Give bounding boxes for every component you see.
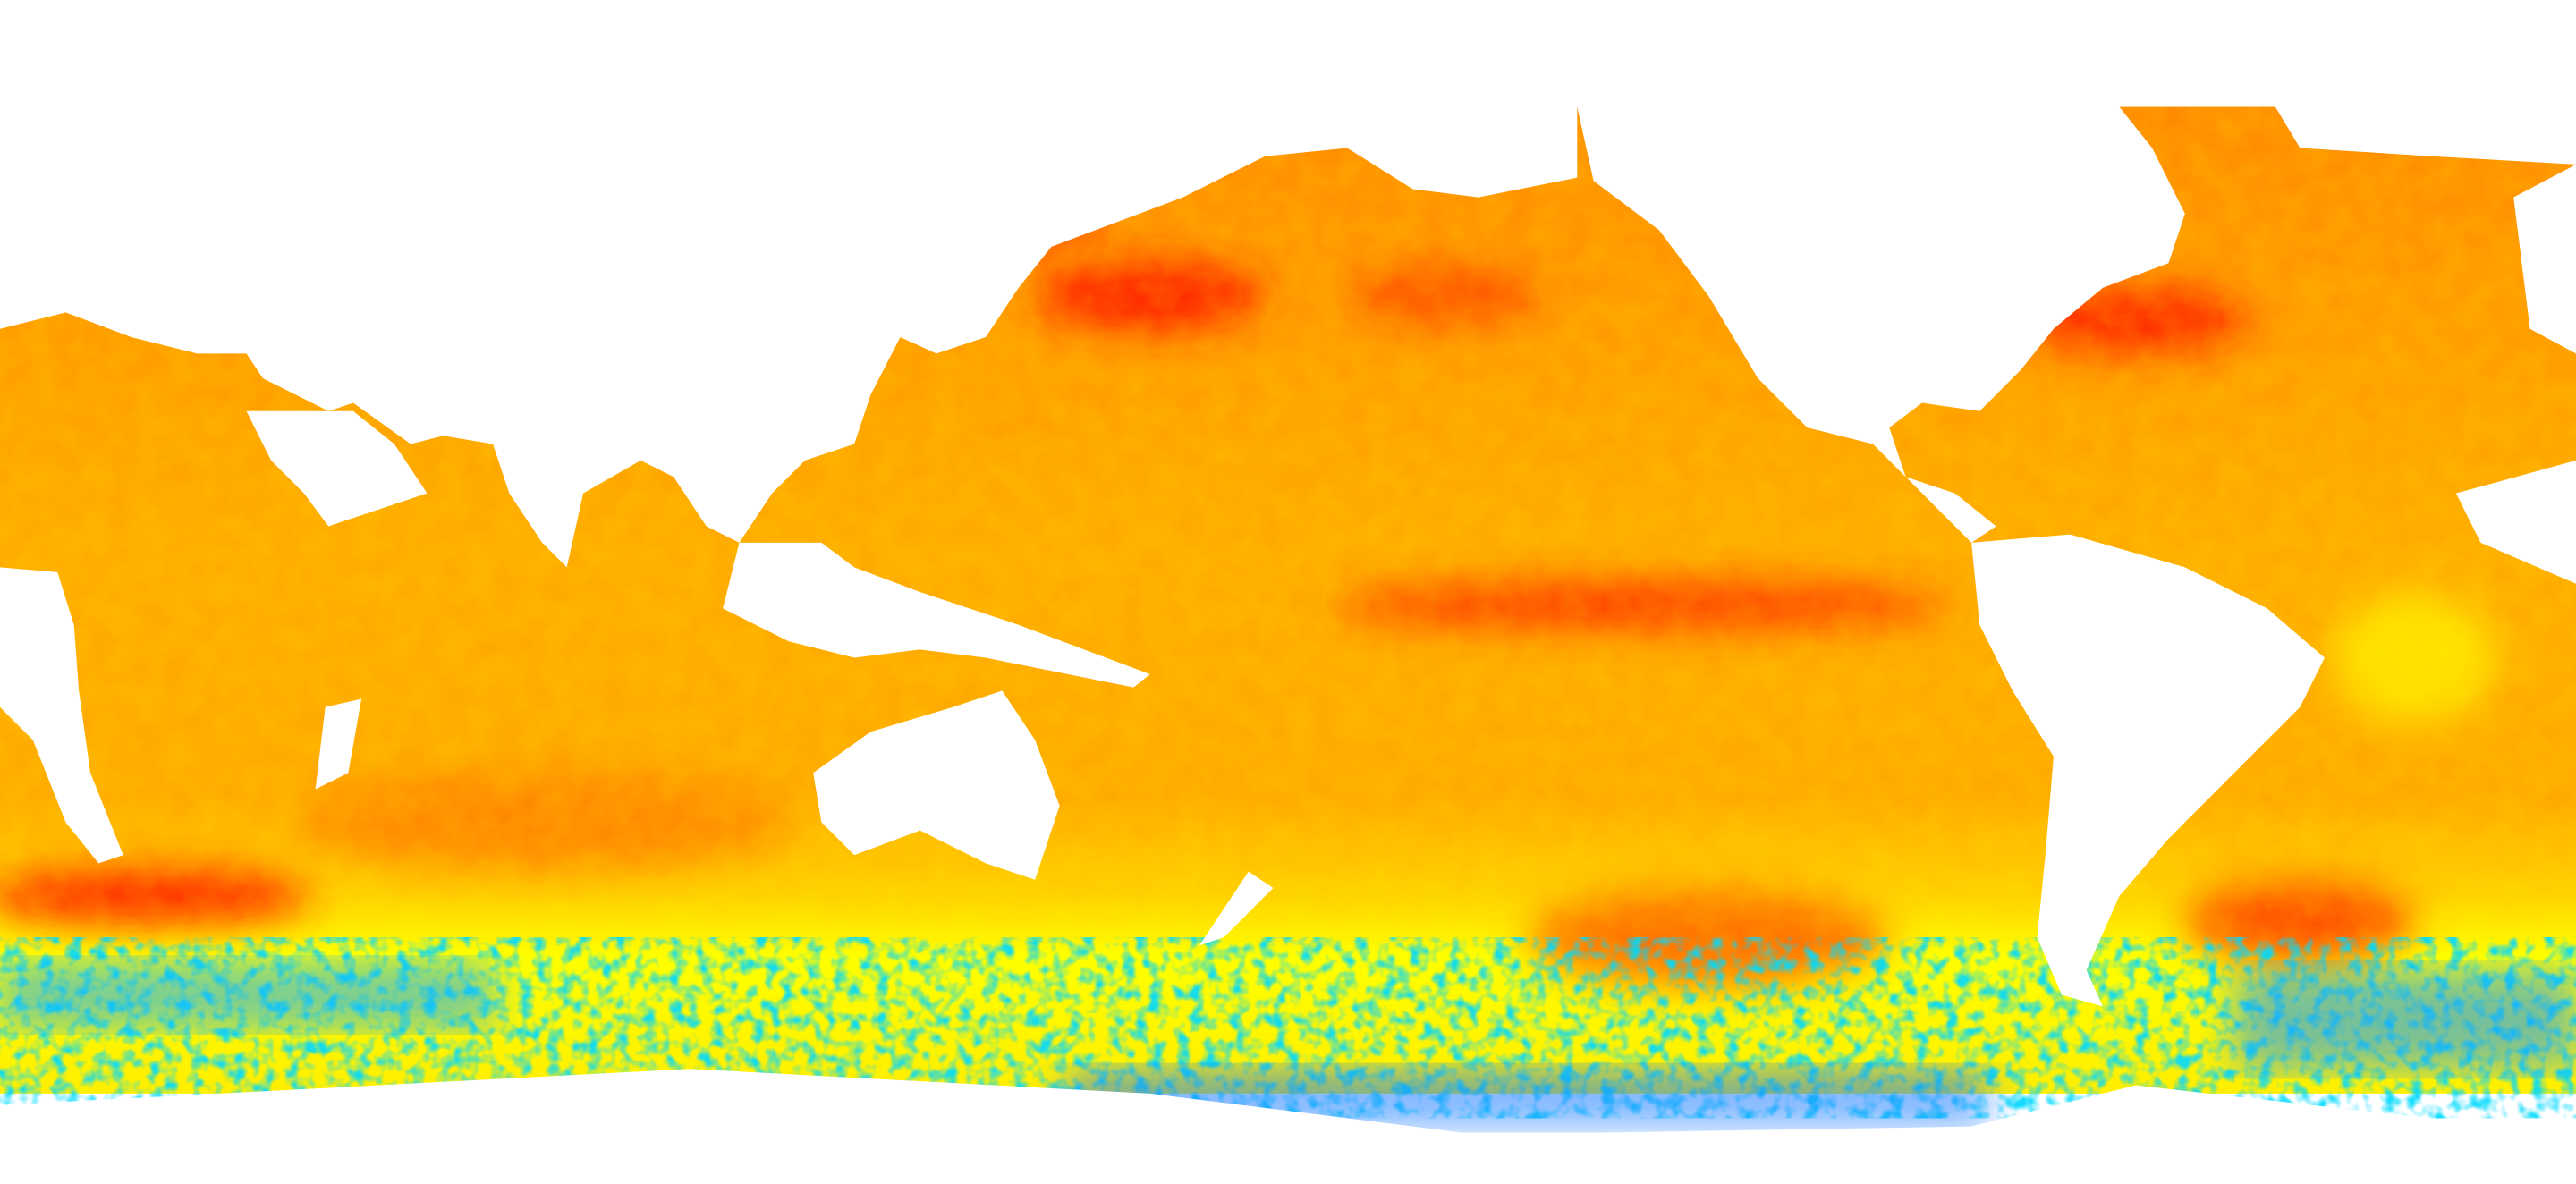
land — [0, 106, 2576, 1184]
